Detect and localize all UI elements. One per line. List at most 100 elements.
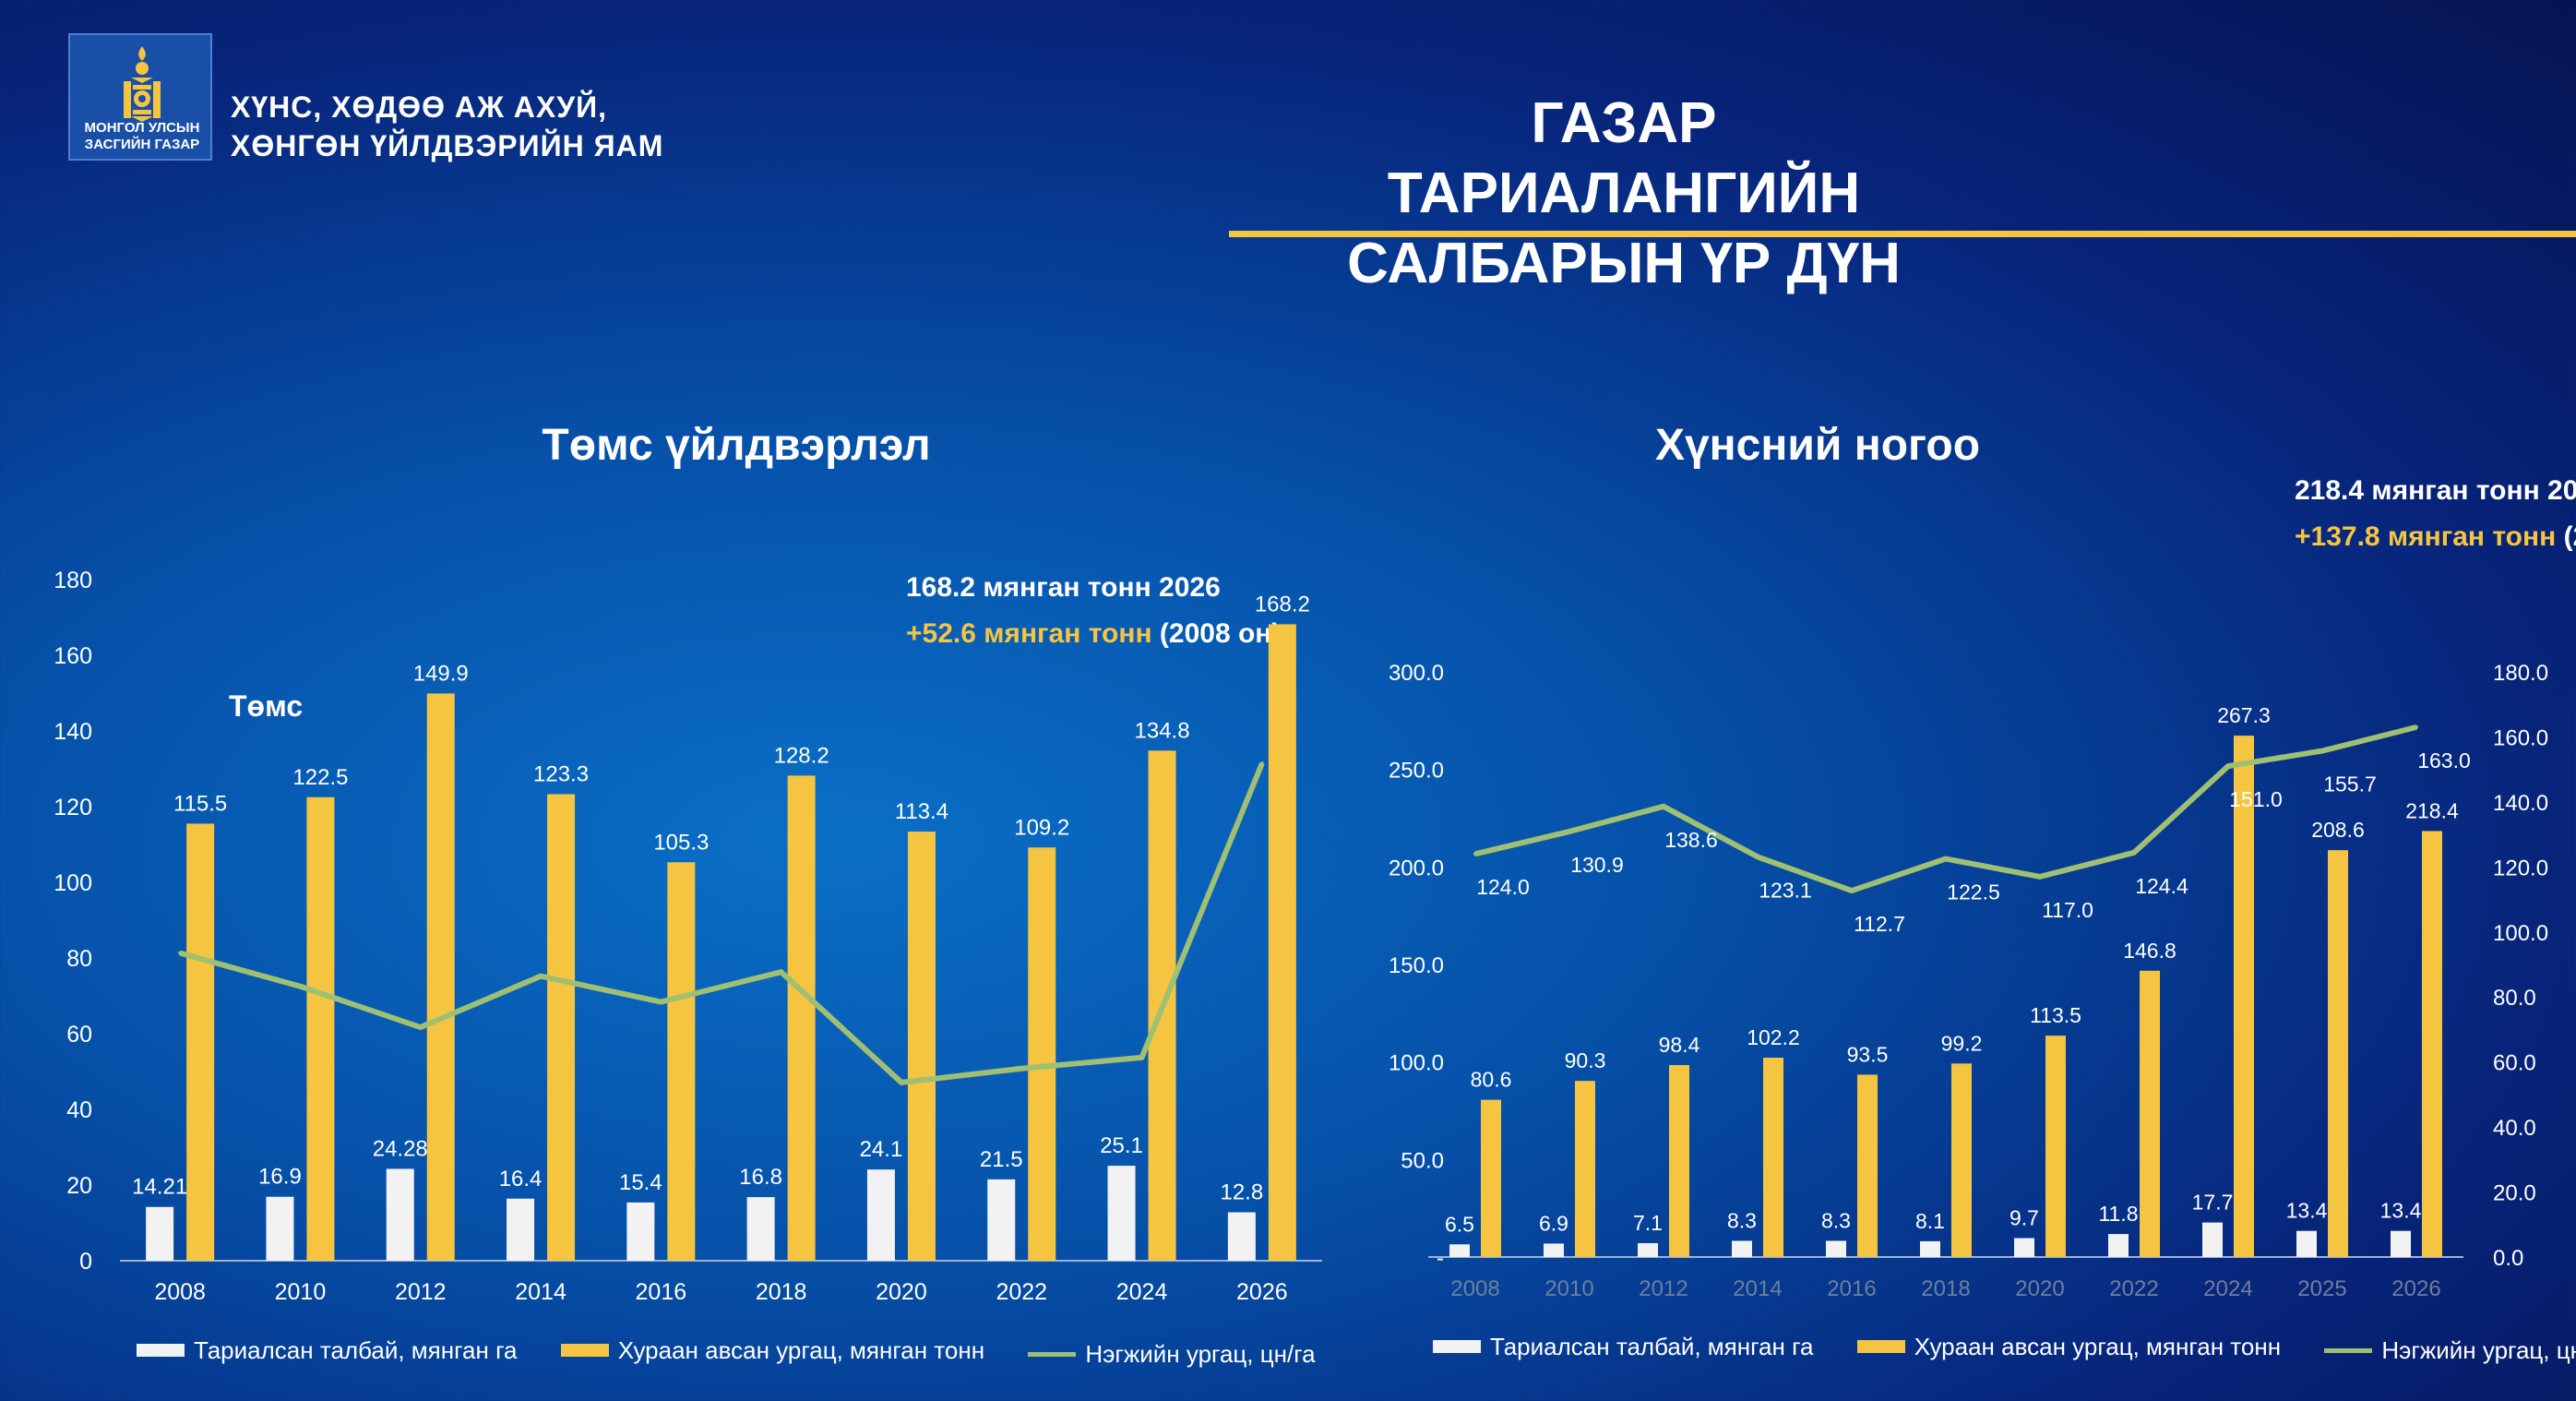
- yield-point: [659, 1000, 663, 1004]
- area-bar: [866, 1169, 895, 1261]
- harvest-data-label: 123.3: [533, 761, 589, 786]
- y-tick-label: 250.0: [1389, 759, 1444, 784]
- area-data-label: 21.5: [980, 1147, 1023, 1172]
- x-tick-label: 2025: [2297, 1276, 2346, 1301]
- y2-tick-label: 60.0: [2493, 1051, 2536, 1076]
- page-title: ГАЗАР ТАРИАЛАНГИЙН САЛБАРЫН ҮР ДҮН: [1301, 89, 1947, 299]
- legend-item-yield-r: Нэгжийн ургац, цн/га: [2324, 1336, 2576, 1365]
- yield-data-label: 123.1: [1759, 878, 1812, 902]
- y-tick-label: 140: [54, 719, 92, 745]
- harvest-data-label: 102.2: [1747, 1025, 1800, 1049]
- yield-data-label: 124.4: [2135, 874, 2188, 898]
- y-tick-label: 150.0: [1389, 953, 1444, 978]
- harvest-bar: [667, 862, 696, 1261]
- left-note-highlight: +52.6 мянган тонн: [906, 618, 1152, 649]
- legend-item-yield: Нэгжийн ургац, цн/га: [1028, 1340, 1316, 1369]
- logo-caption-line2: ЗАСГИЙН ГАЗАР: [84, 137, 200, 152]
- harvest-bar: [1857, 1074, 1878, 1257]
- x-tick-label: 2014: [1733, 1276, 1782, 1301]
- harvest-bar: [907, 832, 936, 1261]
- area-bar: [1227, 1212, 1256, 1261]
- y-tick-label: 50.0: [1401, 1148, 1444, 1173]
- harvest-data-label: 113.4: [895, 799, 948, 824]
- page-title-line2: САЛБАРЫН ҮР ДҮН: [1347, 232, 1901, 295]
- area-data-label: 16.4: [499, 1167, 543, 1191]
- soyombo-emblem-icon: [124, 46, 161, 122]
- yield-point: [2320, 748, 2324, 753]
- legend-label-yield-r: Нэгжийн ургац, цн/га: [2381, 1336, 2576, 1364]
- area-data-label: 13.4: [2380, 1199, 2422, 1223]
- y2-tick-label: 160.0: [2493, 725, 2548, 750]
- harvest-bar: [1951, 1063, 1972, 1257]
- y-tick-label: 100: [54, 870, 92, 896]
- ministry-name: ХҮНС, ХӨДӨӨ АЖ АХУЙ, ХӨНГӨН ҮЙЛДВЭРИЙН Я…: [231, 88, 663, 165]
- area-data-label: 8.3: [1727, 1208, 1757, 1232]
- y-tick-label: 120: [54, 795, 92, 820]
- left-chart-title: Төмс үйлдвэрлэл: [542, 421, 931, 470]
- yield-data-label: 163.0: [2417, 748, 2471, 772]
- harvest-data-label: 134.8: [1135, 718, 1190, 743]
- y-tick-label: 300.0: [1389, 661, 1444, 686]
- yield-point: [1473, 852, 1477, 856]
- right-note-line2: +137.8 мянган тонн (2008 он): [2295, 521, 2576, 553]
- area-data-label: 6.9: [1539, 1211, 1568, 1235]
- area-bar: [1826, 1240, 1846, 1257]
- harvest-bar: [2328, 850, 2348, 1257]
- yield-point: [1850, 889, 1854, 893]
- yield-point: [2038, 874, 2042, 879]
- harvest-data-label: 208.6: [2311, 818, 2365, 842]
- legend-swatch-area-r: [1433, 1340, 1481, 1353]
- y-tick-label: 160: [54, 643, 92, 669]
- x-tick-label: 2018: [1921, 1276, 1970, 1301]
- area-data-label: 25.1: [1100, 1133, 1143, 1158]
- yield-point: [1662, 804, 1665, 808]
- right-chart-note: 218.4 мянган тонн 2025 +137.8 мянган тон…: [2295, 475, 2576, 553]
- x-tick-label: 2016: [1827, 1276, 1876, 1301]
- x-tick-label: 2022: [2109, 1276, 2158, 1301]
- area-data-label: 9.7: [2010, 1206, 2039, 1230]
- area-bar: [1544, 1243, 1564, 1257]
- area-bar: [2014, 1238, 2034, 1257]
- x-tick-label: 2024: [1116, 1279, 1168, 1305]
- area-bar: [2202, 1222, 2223, 1257]
- legend-swatch-yield: [1028, 1352, 1077, 1357]
- area-bar: [626, 1202, 655, 1261]
- harvest-data-label: 218.4: [2405, 798, 2459, 822]
- harvest-bar: [1669, 1065, 1689, 1257]
- left-inline-label: Төмс: [229, 689, 304, 723]
- x-tick-label: 2020: [2015, 1276, 2064, 1301]
- area-data-label: 6.5: [1445, 1212, 1474, 1236]
- area-bar: [507, 1198, 535, 1261]
- harvest-data-label: 128.2: [774, 743, 829, 768]
- legend-swatch-harvest: [560, 1344, 609, 1357]
- area-bar: [266, 1196, 294, 1261]
- legend-swatch-harvest-r: [1856, 1340, 1905, 1353]
- left-note-rest: (2008 он): [1151, 618, 1282, 649]
- harvest-bar: [1481, 1099, 1501, 1257]
- harvest-data-label: 168.2: [1255, 592, 1310, 617]
- y2-tick-label: 0.0: [2493, 1246, 2523, 1271]
- area-data-label: 11.8: [2098, 1202, 2138, 1226]
- area-bar: [987, 1179, 1016, 1261]
- area-bar: [1732, 1240, 1752, 1257]
- y-tick-label: 0: [79, 1249, 92, 1275]
- legend-label-area: Тариалсан талбай, мянган га: [194, 1335, 518, 1364]
- yield-data-label: 122.5: [1947, 880, 2000, 904]
- y2-tick-label: 20.0: [2493, 1181, 2536, 1206]
- yield-point: [1020, 1066, 1024, 1071]
- area-data-label: 15.4: [619, 1170, 662, 1195]
- x-tick-label: 2016: [636, 1279, 687, 1305]
- harvest-bar: [2045, 1036, 2066, 1257]
- x-tick-label: 2020: [876, 1279, 927, 1305]
- harvest-data-label: 93.5: [1847, 1042, 1889, 1066]
- yield-point: [779, 970, 783, 975]
- yield-data-label: 151.0: [2229, 787, 2283, 811]
- y2-tick-label: 80.0: [2493, 986, 2536, 1011]
- harvest-bar: [306, 796, 335, 1261]
- harvest-data-label: 113.5: [2030, 1003, 2081, 1027]
- y-tick-label: 100.0: [1389, 1051, 1444, 1076]
- x-tick-label: 2014: [515, 1279, 566, 1305]
- area-data-label: 12.8: [1220, 1180, 1263, 1205]
- yield-point: [2226, 764, 2230, 769]
